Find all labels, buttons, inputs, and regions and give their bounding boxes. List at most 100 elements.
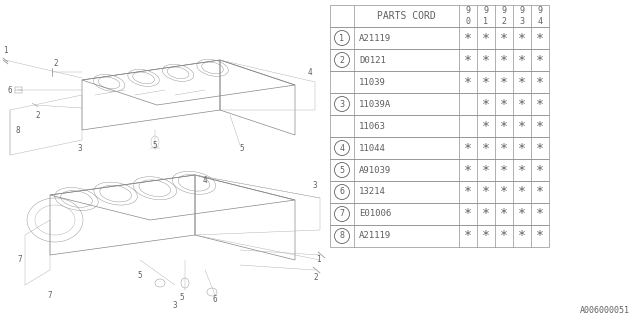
Text: 8: 8 (339, 231, 344, 241)
Text: 1: 1 (339, 34, 344, 43)
Text: *: * (518, 229, 526, 243)
Text: 9
1: 9 1 (483, 6, 488, 26)
Text: 9
0: 9 0 (465, 6, 470, 26)
Bar (330, 5, 549, 27)
Text: *: * (464, 207, 472, 220)
Text: A21119: A21119 (359, 34, 391, 43)
Text: *: * (518, 207, 526, 220)
Text: *: * (500, 119, 508, 132)
Bar (330, 93, 549, 115)
Text: *: * (464, 76, 472, 89)
Text: *: * (482, 119, 490, 132)
Text: *: * (482, 141, 490, 155)
Text: *: * (500, 164, 508, 177)
Bar (330, 27, 549, 49)
Text: D0121: D0121 (359, 55, 386, 65)
Text: 4: 4 (203, 175, 207, 185)
Text: 3: 3 (77, 143, 83, 153)
Text: 9
3: 9 3 (520, 6, 525, 26)
Text: *: * (482, 229, 490, 243)
Text: *: * (536, 76, 544, 89)
Text: 5: 5 (138, 270, 142, 279)
Text: 3: 3 (313, 180, 317, 189)
Text: *: * (536, 186, 544, 198)
Bar (330, 159, 549, 181)
Text: *: * (500, 186, 508, 198)
Text: *: * (500, 229, 508, 243)
Text: 2: 2 (314, 273, 318, 282)
Text: A21119: A21119 (359, 231, 391, 241)
Text: A006000051: A006000051 (580, 306, 630, 315)
Text: 1: 1 (3, 45, 7, 54)
Text: *: * (518, 98, 526, 110)
Text: 4: 4 (308, 68, 312, 76)
Text: 6: 6 (8, 85, 12, 94)
Text: *: * (482, 76, 490, 89)
Text: *: * (500, 98, 508, 110)
Text: 4: 4 (339, 143, 344, 153)
Text: 7: 7 (48, 291, 52, 300)
Text: 5: 5 (240, 143, 244, 153)
Text: 3: 3 (339, 100, 344, 108)
Text: 9
4: 9 4 (538, 6, 543, 26)
Text: *: * (464, 186, 472, 198)
Text: *: * (464, 229, 472, 243)
Bar (330, 203, 549, 225)
Text: PARTS CORD: PARTS CORD (377, 11, 436, 21)
Text: *: * (500, 53, 508, 67)
Text: *: * (482, 186, 490, 198)
Text: *: * (482, 164, 490, 177)
Text: *: * (482, 207, 490, 220)
Text: *: * (536, 98, 544, 110)
Text: *: * (518, 186, 526, 198)
Text: 2: 2 (54, 59, 58, 68)
Text: E01006: E01006 (359, 210, 391, 219)
Text: 8: 8 (16, 125, 20, 134)
Text: *: * (464, 31, 472, 44)
Bar (330, 137, 549, 159)
Text: *: * (482, 53, 490, 67)
Text: 2: 2 (36, 110, 40, 119)
Text: 5: 5 (153, 140, 157, 149)
Bar (330, 71, 549, 93)
Text: *: * (518, 76, 526, 89)
Text: *: * (536, 141, 544, 155)
Text: 11063: 11063 (359, 122, 386, 131)
Text: 3: 3 (173, 300, 177, 309)
Text: *: * (518, 141, 526, 155)
Text: *: * (464, 53, 472, 67)
Text: *: * (464, 141, 472, 155)
Text: *: * (536, 31, 544, 44)
Text: *: * (536, 119, 544, 132)
Bar (330, 181, 549, 203)
Text: *: * (518, 164, 526, 177)
Text: 5: 5 (339, 165, 344, 174)
Text: 6: 6 (212, 295, 218, 305)
Text: *: * (500, 141, 508, 155)
Text: A91039: A91039 (359, 165, 391, 174)
Text: 11039A: 11039A (359, 100, 391, 108)
Text: *: * (536, 164, 544, 177)
Text: 13214: 13214 (359, 188, 386, 196)
Text: *: * (536, 207, 544, 220)
Text: *: * (536, 229, 544, 243)
Text: 1: 1 (316, 255, 320, 265)
Bar (330, 225, 549, 247)
Text: *: * (500, 76, 508, 89)
Text: 2: 2 (339, 55, 344, 65)
Text: *: * (500, 207, 508, 220)
Text: *: * (464, 164, 472, 177)
Bar (330, 115, 549, 137)
Text: *: * (482, 98, 490, 110)
Text: *: * (518, 119, 526, 132)
Text: *: * (482, 31, 490, 44)
Text: *: * (518, 31, 526, 44)
Text: *: * (518, 53, 526, 67)
Text: 6: 6 (339, 188, 344, 196)
Text: 7: 7 (18, 255, 22, 265)
Text: 7: 7 (339, 210, 344, 219)
Text: 11039: 11039 (359, 77, 386, 86)
Text: 9
2: 9 2 (502, 6, 506, 26)
Text: *: * (500, 31, 508, 44)
Text: *: * (536, 53, 544, 67)
